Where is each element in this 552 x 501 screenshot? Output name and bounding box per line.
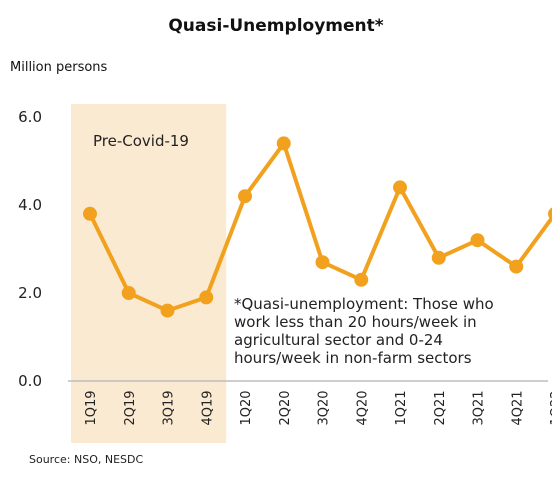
x-tick-label: 4Q19 <box>200 390 215 425</box>
data-point <box>83 206 97 221</box>
data-point <box>509 259 524 274</box>
data-point <box>548 207 552 221</box>
data-point <box>276 136 291 151</box>
x-tick-label: 1Q19 <box>84 390 99 425</box>
x-tick-label: 4Q21 <box>510 390 525 425</box>
data-point <box>160 303 175 318</box>
shaded-period-label: Pre-Covid-19 <box>93 132 189 150</box>
x-tick-label: 3Q20 <box>317 390 332 425</box>
data-point <box>470 233 485 248</box>
data-point <box>354 272 369 287</box>
y-tick-label: 2.0 <box>18 284 42 302</box>
x-tick-label: 3Q21 <box>472 390 487 425</box>
data-point <box>121 286 136 300</box>
shaded-period <box>71 104 227 443</box>
y-tick-labels: 0.0 2.0 4.0 6.0 <box>18 108 42 390</box>
data-point <box>238 189 252 204</box>
x-tick-label: 3Q19 <box>162 390 177 425</box>
data-point <box>393 180 407 195</box>
data-point <box>199 290 214 305</box>
y-axis-unit-label: Million persons <box>10 60 108 75</box>
y-tick-label: 6.0 <box>18 108 42 126</box>
source-note: Source: NSO, NESDC <box>29 453 143 466</box>
annotation-line: *Quasi-unemployment: Those who <box>234 295 494 313</box>
data-point <box>431 250 446 265</box>
x-tick-label: 2Q21 <box>433 390 448 425</box>
chart-title: Quasi-Unemployment* <box>168 16 383 36</box>
annotation-line: work less than 20 hours/week in <box>234 313 477 331</box>
x-tick-label: 1Q22 <box>549 390 552 425</box>
x-tick-label: 4Q20 <box>355 390 370 425</box>
data-points <box>83 136 552 318</box>
y-tick-label: 4.0 <box>18 196 42 214</box>
x-tick-label: 2Q20 <box>278 390 293 425</box>
annotation-line: agricultural sector and 0-24 <box>234 331 443 349</box>
data-point <box>315 255 330 270</box>
annotation-line: hours/week in non-farm sectors <box>234 349 472 367</box>
x-tick-label: 2Q19 <box>123 390 138 425</box>
x-tick-label: 1Q21 <box>394 390 409 425</box>
x-tick-label: 1Q20 <box>239 390 254 425</box>
y-tick-label: 0.0 <box>18 372 42 390</box>
x-tick-labels: 1Q19 2Q19 3Q19 4Q19 1Q20 2Q20 3Q20 4Q20 1Q21 2Q21… <box>84 390 552 425</box>
